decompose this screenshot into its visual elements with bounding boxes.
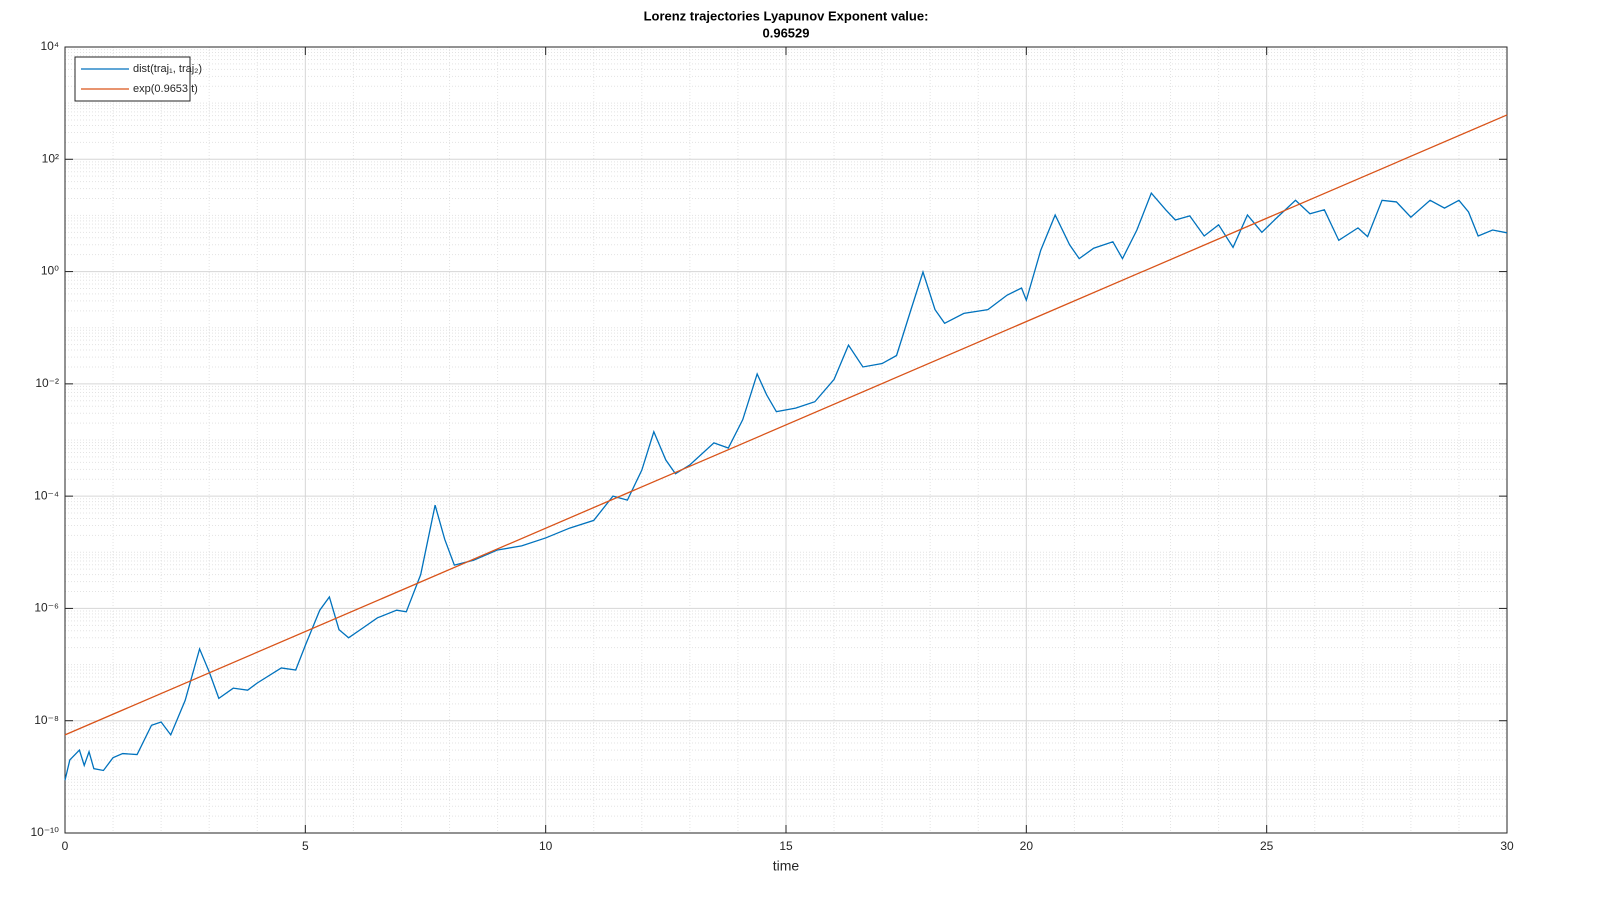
legend-label: dist(traj₁, traj₂) [133,63,202,75]
chart-title: Lorenz trajectories Lyapunov Exponent va… [644,8,929,23]
x-tick-label: 10 [539,839,553,853]
x-tick-label: 25 [1260,839,1274,853]
y-tick-label: 10⁰ [41,264,59,278]
chart-title: 0.96529 [763,25,810,40]
series-line [64,114,1508,736]
x-tick-label: 30 [1500,839,1514,853]
y-tick-label: 10² [42,151,59,165]
y-tick-label: 10⁴ [40,39,59,53]
y-tick-label: 10⁻⁸ [34,713,59,727]
y-tick-label: 10⁻² [35,376,59,390]
y-tick-label: 10⁻⁴ [34,488,59,502]
legend-box [74,56,191,102]
x-tick-label: 5 [302,839,309,853]
x-tick-label: 0 [62,839,69,853]
legend-label: exp(0.9653 t) [133,83,198,95]
x-tick-label: 15 [779,839,793,853]
series-line [64,191,1508,781]
x-tick-label: 20 [1020,839,1034,853]
plot-frame [64,46,1508,834]
y-tick-label: 10⁻⁶ [34,601,59,615]
y-tick-label: 10⁻¹⁰ [31,825,60,839]
x-axis-label: time [773,858,800,874]
